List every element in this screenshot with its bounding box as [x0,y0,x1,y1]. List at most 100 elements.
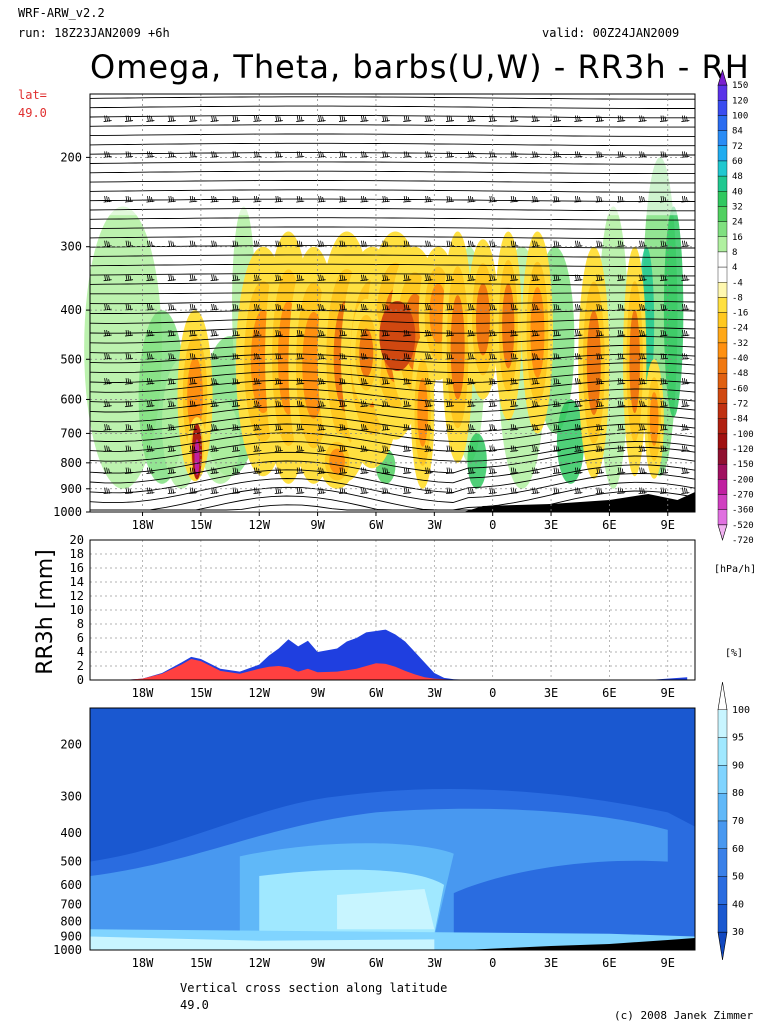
wind-barb [617,400,626,408]
wind-barb [445,445,455,452]
wind-barb [231,151,241,158]
x-tick-label: 3E [544,956,558,970]
wind-barb [574,304,583,311]
wind-barb [338,151,348,158]
wind-barb [424,304,433,311]
wind-barb [403,467,412,474]
wind-barb [659,196,669,203]
wind-barb [167,115,176,122]
wind-barb [595,196,604,203]
wind-barb [424,274,433,282]
run-label: run: 18Z23JAN2009 +6h [18,26,170,40]
colorbar-label: 95 [732,733,744,744]
wind-barb [574,400,583,408]
model-label: WRF-ARW_v2.2 [18,6,105,20]
wind-barb [124,329,134,337]
colorbar-label: 60 [732,157,743,167]
wind-barb [338,445,348,452]
wind-barb [210,353,219,360]
wind-barb [296,115,305,122]
wind-barb [681,329,690,337]
wind-barb [424,445,433,452]
y-tick-label: 500 [60,855,82,869]
wind-barb [253,240,262,248]
wind-barb [167,304,176,311]
wind-barb [659,400,669,408]
wind-barb [274,378,283,385]
wind-barb [360,240,369,248]
wind-barb [146,329,155,337]
wind-barb [231,196,241,203]
wind-barb [617,115,626,122]
colorbar-label: 30 [732,927,744,938]
wind-barb [381,151,390,158]
wind-barb [210,329,219,337]
colorbar-swatch [717,737,728,766]
omega-ascent-core [187,357,203,435]
theta-isoline [89,124,695,128]
wind-barb [574,329,583,337]
wind-barb [296,487,305,495]
wind-barb [253,115,262,122]
colorbar-swatch [717,876,728,905]
wind-barb [317,424,326,431]
wind-barb [124,400,134,408]
wind-barb [617,467,626,474]
wind-barb [360,467,369,474]
wind-barb [510,304,519,311]
wind-barb [253,274,262,282]
wind-barb [296,445,305,452]
wind-barb [595,329,604,337]
wind-barb [381,400,390,408]
wind-barb [381,445,390,452]
colorbar-label: -84 [732,415,748,425]
colorbar-label: 32 [732,202,743,212]
wind-barb [124,378,134,385]
wind-barb [638,196,647,203]
wind-barb [638,274,647,282]
x-tick-label: 15W [190,686,212,700]
wind-barb [231,445,241,452]
wind-barb [531,487,540,495]
wind-barb [488,196,497,203]
wind-barb [253,445,262,452]
colorbar-swatch [717,221,728,237]
wind-barb [552,467,562,474]
theta-isoline [89,432,696,452]
wind-barb [552,240,562,248]
wind-barb [210,445,219,452]
wind-barb [274,196,283,203]
colorbar-label: -8 [732,293,743,303]
y-tick-label: 600 [60,392,82,406]
y-tick-label: 200 [60,738,82,752]
wind-barb [445,151,455,158]
wind-barb [274,151,283,158]
wind-barb [445,467,455,474]
colorbar-label: 60 [732,844,744,855]
wind-barb [296,400,305,408]
y-tick-label: 18 [70,547,84,561]
wind-barb [574,424,583,431]
theta-isoline [89,105,695,109]
colorbar-label: -120 [732,445,754,455]
wind-barb [124,445,134,452]
wind-barbs [103,115,690,495]
wind-barb [638,240,647,248]
colorbar-swatch [717,251,728,268]
y-tick-label: 300 [60,789,82,803]
colorbar-swatch [717,509,728,526]
theta-isoline [89,406,696,423]
wind-barb [659,304,669,311]
wind-barb [381,378,390,385]
rh-colorbar: 100 95 90 80 70 60 50 40 30 [717,681,750,961]
colorbar-label: -60 [732,384,748,394]
wind-barb [574,445,583,452]
omega-ascent-core [475,283,490,356]
wind-barb [424,240,433,248]
wind-barb [231,329,241,337]
wind-barb [681,240,690,248]
wind-barb [253,378,262,385]
colorbar-swatch [717,494,728,510]
wind-barb [595,400,604,408]
y-tick-label: 900 [60,930,82,944]
